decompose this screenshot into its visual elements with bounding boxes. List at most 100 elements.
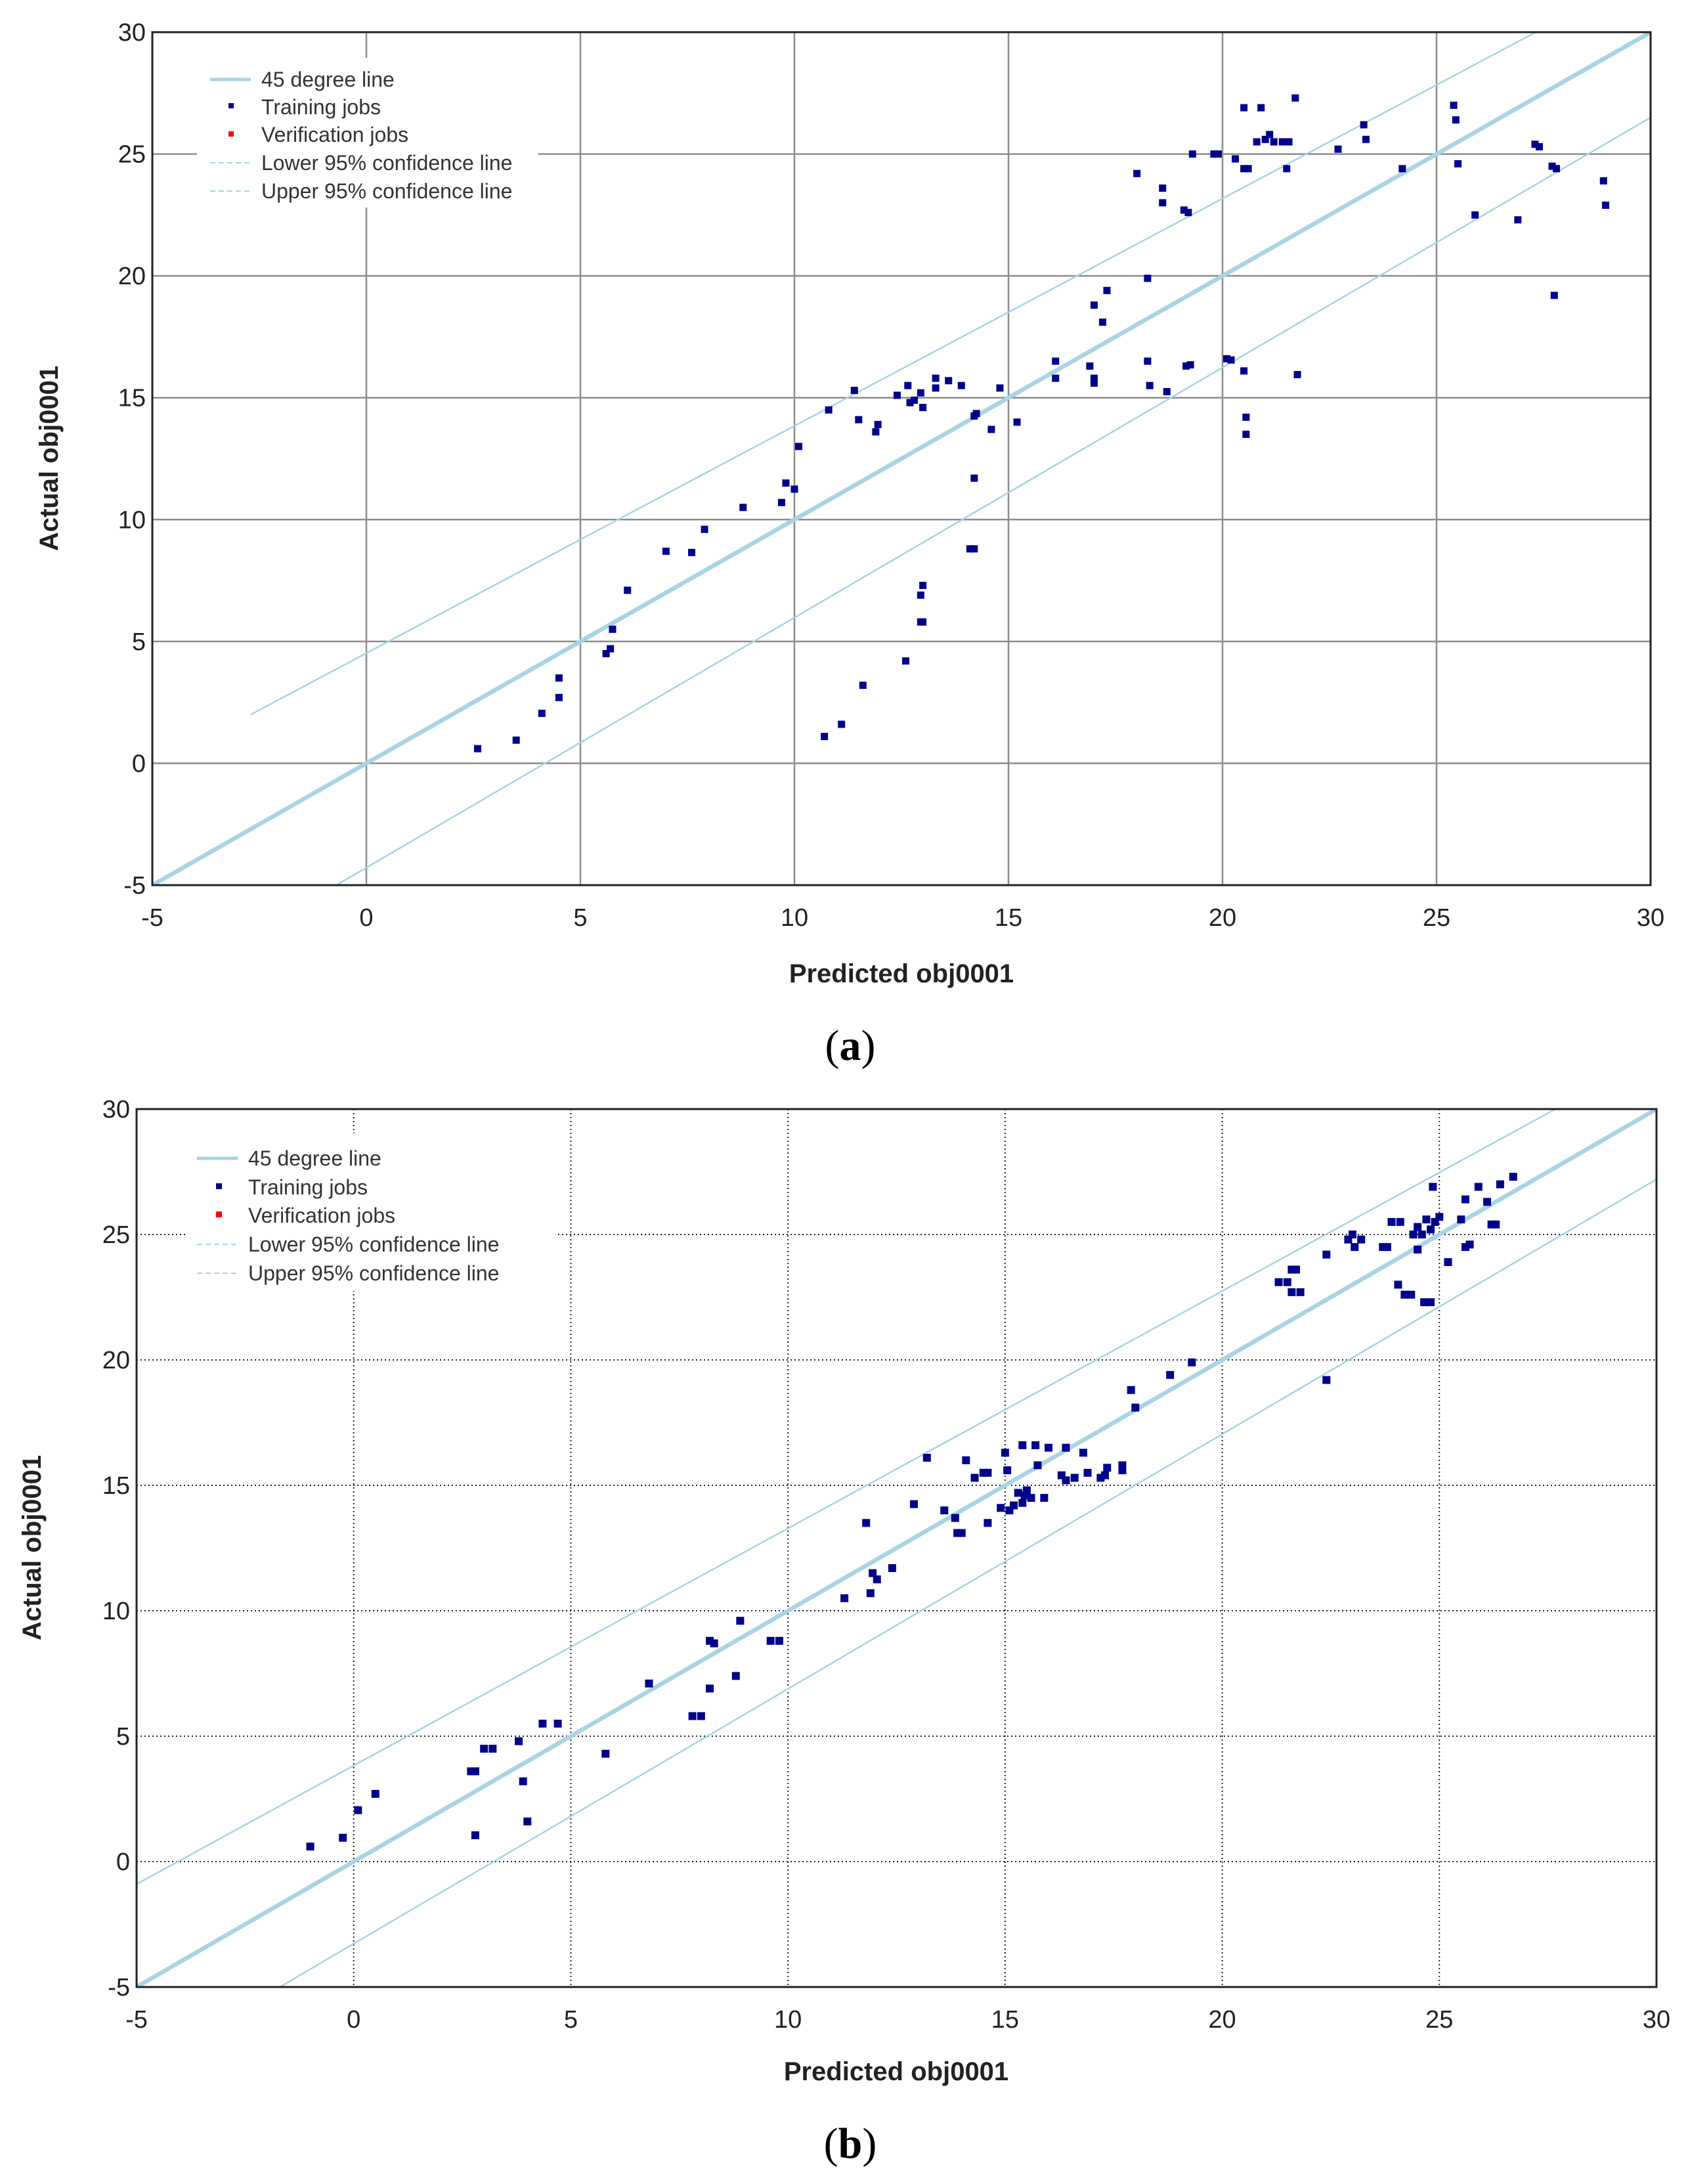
training-point — [538, 709, 546, 717]
training-point — [1018, 1441, 1027, 1449]
training-point — [1550, 292, 1558, 299]
training-point — [645, 1679, 653, 1688]
legend-training-label: Training jobs — [248, 1175, 368, 1199]
training-point — [1535, 142, 1543, 150]
training-point — [859, 682, 867, 689]
training-point — [688, 1712, 697, 1720]
training-point — [1548, 162, 1556, 170]
training-point — [997, 1504, 1005, 1512]
training-point — [1070, 1474, 1079, 1482]
training-point — [1253, 138, 1261, 146]
training-point — [1427, 1225, 1435, 1234]
training-point — [872, 428, 880, 436]
y-tick-label: -5 — [123, 872, 146, 900]
legend-upper-label: Upper 95% confidence line — [248, 1261, 499, 1285]
training-point — [996, 384, 1004, 392]
training-point — [1396, 1217, 1404, 1226]
x-tick-label: 30 — [1643, 2006, 1670, 2034]
caption-letter: b — [838, 2120, 863, 2168]
training-point — [1414, 1223, 1422, 1231]
caption-close-paren: ) — [862, 2120, 876, 2168]
x-tick-label: 20 — [1208, 2006, 1236, 2034]
lower-confidence-line — [279, 1178, 1656, 1987]
training-point — [970, 545, 978, 553]
training-point — [1103, 1464, 1112, 1472]
training-point — [1400, 1290, 1409, 1299]
training-point — [1417, 1231, 1426, 1238]
training-point — [1435, 1213, 1444, 1221]
training-point — [1100, 1471, 1109, 1479]
legend-box — [197, 58, 538, 207]
reference-45-degree-line — [152, 32, 1651, 885]
training-point — [609, 625, 617, 633]
y-tick-label: 30 — [102, 1096, 130, 1124]
training-point — [1474, 1183, 1482, 1191]
training-point — [1090, 374, 1098, 382]
training-point — [1223, 355, 1231, 362]
training-point — [1003, 1466, 1012, 1475]
y-tick-label: 25 — [102, 1221, 130, 1249]
training-point — [1394, 1280, 1402, 1289]
training-point — [701, 525, 708, 533]
training-point — [1407, 1290, 1416, 1299]
x-tick-label: 15 — [995, 904, 1022, 932]
training-point — [1133, 169, 1141, 177]
y-tick-label: -5 — [108, 1974, 130, 2001]
training-point — [862, 1519, 871, 1527]
training-point — [1240, 367, 1248, 375]
training-point — [1010, 1501, 1018, 1510]
training-point — [1278, 138, 1286, 146]
training-point — [1398, 165, 1406, 173]
training-point — [1283, 165, 1291, 173]
training-point — [984, 1468, 992, 1477]
y-tick-label: 25 — [118, 141, 146, 169]
training-point — [869, 1569, 877, 1577]
training-point — [553, 1719, 562, 1728]
training-point — [1496, 1180, 1504, 1189]
training-point — [1427, 1298, 1435, 1307]
training-point — [821, 733, 829, 741]
x-tick-label: -5 — [141, 904, 163, 932]
reference-45-degree-line — [137, 1109, 1656, 1987]
training-point — [1293, 370, 1301, 378]
caption-open-paren: ( — [824, 2120, 838, 2168]
training-point — [984, 1519, 992, 1527]
panel-caption-b: (b) — [824, 2120, 877, 2168]
training-point — [840, 1594, 849, 1602]
training-point — [371, 1789, 379, 1798]
training-point — [1387, 1217, 1396, 1226]
training-point — [919, 581, 927, 589]
training-point — [1242, 413, 1250, 421]
training-point — [1450, 101, 1458, 109]
training-point — [1240, 165, 1248, 173]
training-point — [512, 736, 520, 744]
legend-45-degree-label: 45 degree line — [261, 68, 395, 91]
training-point — [1118, 1466, 1127, 1475]
series-lines — [152, 32, 1651, 885]
training-point — [1062, 1476, 1070, 1485]
training-point — [1227, 356, 1235, 364]
training-point — [1214, 150, 1222, 158]
training-point — [1553, 165, 1561, 173]
training-point — [480, 1745, 488, 1753]
training-point — [1291, 94, 1299, 102]
training-point — [1296, 1288, 1305, 1296]
training-point — [1292, 1265, 1301, 1274]
training-point — [688, 548, 696, 556]
y-tick-label: 30 — [118, 19, 146, 47]
x-tick-label: 10 — [781, 904, 808, 932]
lower-confidence-line — [335, 116, 1651, 885]
training-point — [488, 1745, 497, 1753]
training-point — [1334, 145, 1342, 153]
y-tick-labels: -5 0 5 10 15 20 25 30 — [118, 19, 146, 900]
training-point — [1232, 155, 1240, 163]
legend-upper-label: Upper 95% confidence line — [261, 179, 512, 203]
training-point — [893, 391, 901, 399]
training-point — [1159, 199, 1167, 207]
training-point — [1090, 301, 1098, 309]
training-point — [1492, 1220, 1500, 1229]
training-point — [471, 1767, 479, 1776]
x-tick-label: -5 — [125, 2006, 148, 2034]
training-point — [1188, 150, 1196, 158]
